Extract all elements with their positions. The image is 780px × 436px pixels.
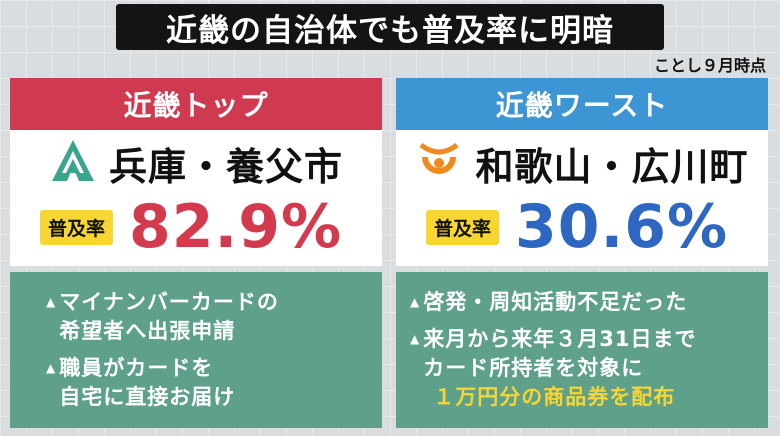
list-item: ▲ 職員がカードを 自宅に直接お届け — [46, 354, 382, 412]
top-municipality-row: 兵庫・養父市 — [10, 130, 382, 196]
triangle-marker-icon: ▲ — [410, 295, 420, 309]
item-line: 来月から来年３月31日まで — [423, 327, 697, 351]
top-card: 近畿トップ 兵庫・養父市 普及率 82.9% — [10, 78, 382, 266]
top-rate-value: 82.9% — [129, 192, 343, 262]
list-item: ▲ マイナンバーカードの 希望者へ出張申請 — [46, 288, 382, 346]
item-line: 自宅に直接お届け — [59, 385, 236, 409]
list-item: ▲ 啓発・周知活動不足だった — [410, 288, 768, 317]
highlight-line: １万円分の商品券を配布 — [433, 385, 676, 409]
top-rate-row: 普及率 82.9% — [10, 196, 382, 258]
hirogawa-town-emblem-icon — [415, 137, 463, 189]
page-title: 近畿の自治体でも普及率に明暗 — [166, 12, 614, 49]
worst-card: 近畿ワースト 和歌山・広川町 普及率 30.6% — [396, 78, 768, 266]
top-municipality-name: 兵庫・養父市 — [108, 144, 343, 189]
triangle-marker-icon: ▲ — [46, 361, 56, 375]
worst-rate-row: 普及率 30.6% — [396, 196, 768, 258]
worst-municipality-name: 和歌山・広川町 — [475, 144, 749, 189]
triangle-marker-icon: ▲ — [46, 295, 56, 309]
date-note: ことし９月時点 — [653, 56, 766, 75]
worst-measures-panel: ▲ 啓発・周知活動不足だった ▲ 来月から来年３月31日まで カード所持者を対象… — [396, 272, 768, 428]
worst-rate-label: 普及率 — [426, 209, 500, 245]
item-line: カード所持者を対象に — [423, 356, 644, 380]
top-rate-label: 普及率 — [40, 209, 114, 245]
worst-municipality-row: 和歌山・広川町 — [396, 130, 768, 196]
yabu-city-emblem-icon — [49, 137, 97, 189]
top-measures-panel: ▲ マイナンバーカードの 希望者へ出張申請 ▲ 職員がカードを 自宅に直接お届け — [10, 272, 382, 428]
item-line: 職員がカードを — [59, 356, 214, 380]
list-item: ▲ 来月から来年３月31日まで カード所持者を対象に １万円分の商品券を配布 — [410, 325, 768, 412]
worst-rate-value: 30.6% — [515, 192, 729, 262]
item-line: 希望者へ出張申請 — [59, 319, 236, 343]
worst-card-header: 近畿ワースト — [396, 78, 768, 130]
item-line: 啓発・周知活動不足だった — [423, 290, 688, 314]
triangle-marker-icon: ▲ — [410, 332, 420, 346]
item-line: マイナンバーカードの — [59, 290, 279, 314]
title-bar: 近畿の自治体でも普及率に明暗 — [116, 4, 664, 50]
top-card-header: 近畿トップ — [10, 78, 382, 130]
